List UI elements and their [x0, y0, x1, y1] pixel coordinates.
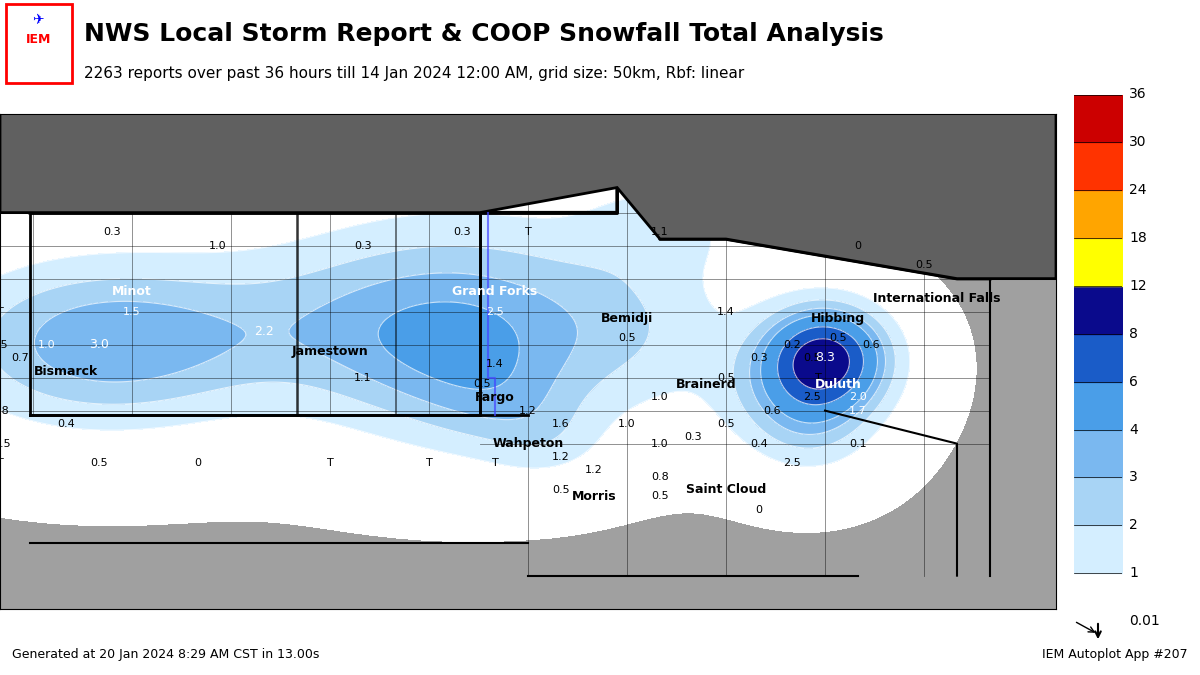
Text: Wahpeton: Wahpeton [492, 437, 564, 450]
Text: 2.2: 2.2 [254, 325, 274, 338]
Text: 0.5: 0.5 [618, 333, 636, 343]
Text: 8: 8 [1129, 327, 1138, 341]
Text: 6: 6 [1129, 375, 1138, 389]
Text: 0.4: 0.4 [750, 439, 768, 449]
Text: 1.0: 1.0 [209, 240, 227, 250]
Text: 0.5: 0.5 [652, 491, 668, 502]
Text: Jamestown: Jamestown [292, 345, 368, 358]
Text: Duluth: Duluth [815, 378, 862, 391]
Text: 0.5: 0.5 [90, 458, 108, 468]
Text: NWS Local Storm Report & COOP Snowfall Total Analysis: NWS Local Storm Report & COOP Snowfall T… [84, 22, 883, 46]
Text: 0: 0 [854, 240, 862, 250]
Text: International Falls: International Falls [874, 292, 1001, 305]
Text: 1.1: 1.1 [652, 227, 668, 238]
Text: 2.0: 2.0 [850, 392, 866, 402]
Text: 1.5: 1.5 [124, 306, 140, 317]
Text: 0.5: 0.5 [552, 485, 570, 495]
Text: 0.5: 0.5 [829, 333, 847, 343]
Text: 24: 24 [1129, 183, 1147, 197]
Text: 0: 0 [756, 505, 762, 514]
Text: 36: 36 [1129, 88, 1147, 101]
Text: 0.8: 0.8 [652, 472, 668, 482]
Text: 30: 30 [1129, 136, 1147, 149]
Text: 8.3: 8.3 [815, 351, 835, 364]
Polygon shape [0, 113, 1056, 279]
Text: T: T [326, 458, 334, 468]
Text: 0.6: 0.6 [863, 340, 880, 350]
Text: 0.3: 0.3 [750, 353, 768, 363]
Text: 1.0: 1.0 [652, 439, 668, 449]
Text: Generated at 20 Jan 2024 8:29 AM CST in 13.00s: Generated at 20 Jan 2024 8:29 AM CST in … [12, 648, 319, 662]
Text: 2263 reports over past 36 hours till 14 Jan 2024 12:00 AM, grid size: 50km, Rbf:: 2263 reports over past 36 hours till 14 … [84, 66, 744, 81]
Text: 2.5: 2.5 [803, 392, 821, 402]
Text: 1.2: 1.2 [586, 465, 602, 475]
Text: 1.4: 1.4 [486, 359, 504, 369]
Text: 2: 2 [1129, 518, 1138, 533]
Text: T: T [0, 306, 4, 317]
Text: 0.3: 0.3 [454, 227, 470, 238]
FancyBboxPatch shape [6, 5, 72, 83]
Text: 1.0: 1.0 [652, 392, 668, 402]
Text: 1.1: 1.1 [354, 373, 372, 383]
Text: Hibbing: Hibbing [811, 312, 865, 325]
Text: 1.0: 1.0 [37, 340, 55, 350]
Text: -0.5: -0.5 [0, 439, 11, 449]
Text: 1.7: 1.7 [850, 406, 866, 416]
Text: 0.4: 0.4 [58, 418, 74, 429]
Text: Fargo: Fargo [475, 391, 515, 404]
Text: 1.5: 1.5 [0, 340, 8, 350]
Text: 3: 3 [1129, 470, 1138, 485]
Text: 1.4: 1.4 [718, 306, 734, 317]
Text: 0.1: 0.1 [850, 439, 866, 449]
Text: T: T [492, 458, 498, 468]
Text: 1.2: 1.2 [520, 406, 536, 416]
Text: 2.5: 2.5 [784, 458, 800, 468]
Text: 0: 0 [194, 458, 202, 468]
Text: Grand Forks: Grand Forks [452, 286, 538, 298]
Text: Bemidji: Bemidji [601, 312, 653, 325]
Text: 0.7: 0.7 [11, 353, 29, 363]
Text: 0.6: 0.6 [763, 406, 781, 416]
Text: 1: 1 [1129, 566, 1138, 580]
Text: 0.01: 0.01 [1129, 614, 1160, 628]
Text: T: T [426, 458, 432, 468]
Text: 0.5: 0.5 [916, 261, 932, 271]
Text: T: T [524, 227, 532, 238]
Text: T: T [815, 373, 822, 383]
Text: 0.2: 0.2 [784, 340, 800, 350]
Text: IEM Autoplot App #207: IEM Autoplot App #207 [1043, 648, 1188, 662]
Text: 1.6: 1.6 [552, 418, 570, 429]
Text: IEM: IEM [25, 33, 52, 46]
Text: Bismarck: Bismarck [34, 364, 98, 377]
Text: 4: 4 [1129, 423, 1138, 437]
Text: 18: 18 [1129, 231, 1147, 245]
Text: Morris: Morris [571, 490, 617, 503]
Text: Minot: Minot [112, 286, 152, 298]
Text: 0.5: 0.5 [803, 353, 821, 363]
Text: ✈: ✈ [32, 12, 44, 26]
Text: 0.5: 0.5 [718, 373, 734, 383]
Text: 0.3: 0.3 [354, 240, 372, 250]
Text: 0.3: 0.3 [684, 432, 702, 442]
Text: 0.3: 0.3 [103, 227, 121, 238]
Text: 1.0: 1.0 [618, 418, 636, 429]
Text: T: T [0, 458, 4, 468]
Text: 2.5: 2.5 [486, 306, 504, 317]
Text: 1.2: 1.2 [552, 452, 570, 462]
Text: 0.8: 0.8 [0, 406, 8, 416]
Text: 12: 12 [1129, 279, 1147, 293]
Text: 0.5: 0.5 [473, 379, 491, 389]
Text: Saint Cloud: Saint Cloud [686, 483, 766, 496]
Text: 0.5: 0.5 [718, 418, 734, 429]
Text: 3.0: 3.0 [89, 338, 109, 351]
Text: Brainerd: Brainerd [676, 378, 737, 391]
